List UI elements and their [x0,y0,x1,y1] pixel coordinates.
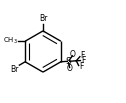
Text: F: F [80,51,85,60]
Text: O: O [70,50,76,59]
Text: F: F [81,56,86,65]
Text: Br: Br [39,14,47,23]
Text: Br: Br [11,65,19,74]
Text: F: F [79,62,83,71]
Text: CH$_3$: CH$_3$ [3,36,18,46]
Text: S: S [66,57,71,66]
Text: O: O [67,64,73,73]
